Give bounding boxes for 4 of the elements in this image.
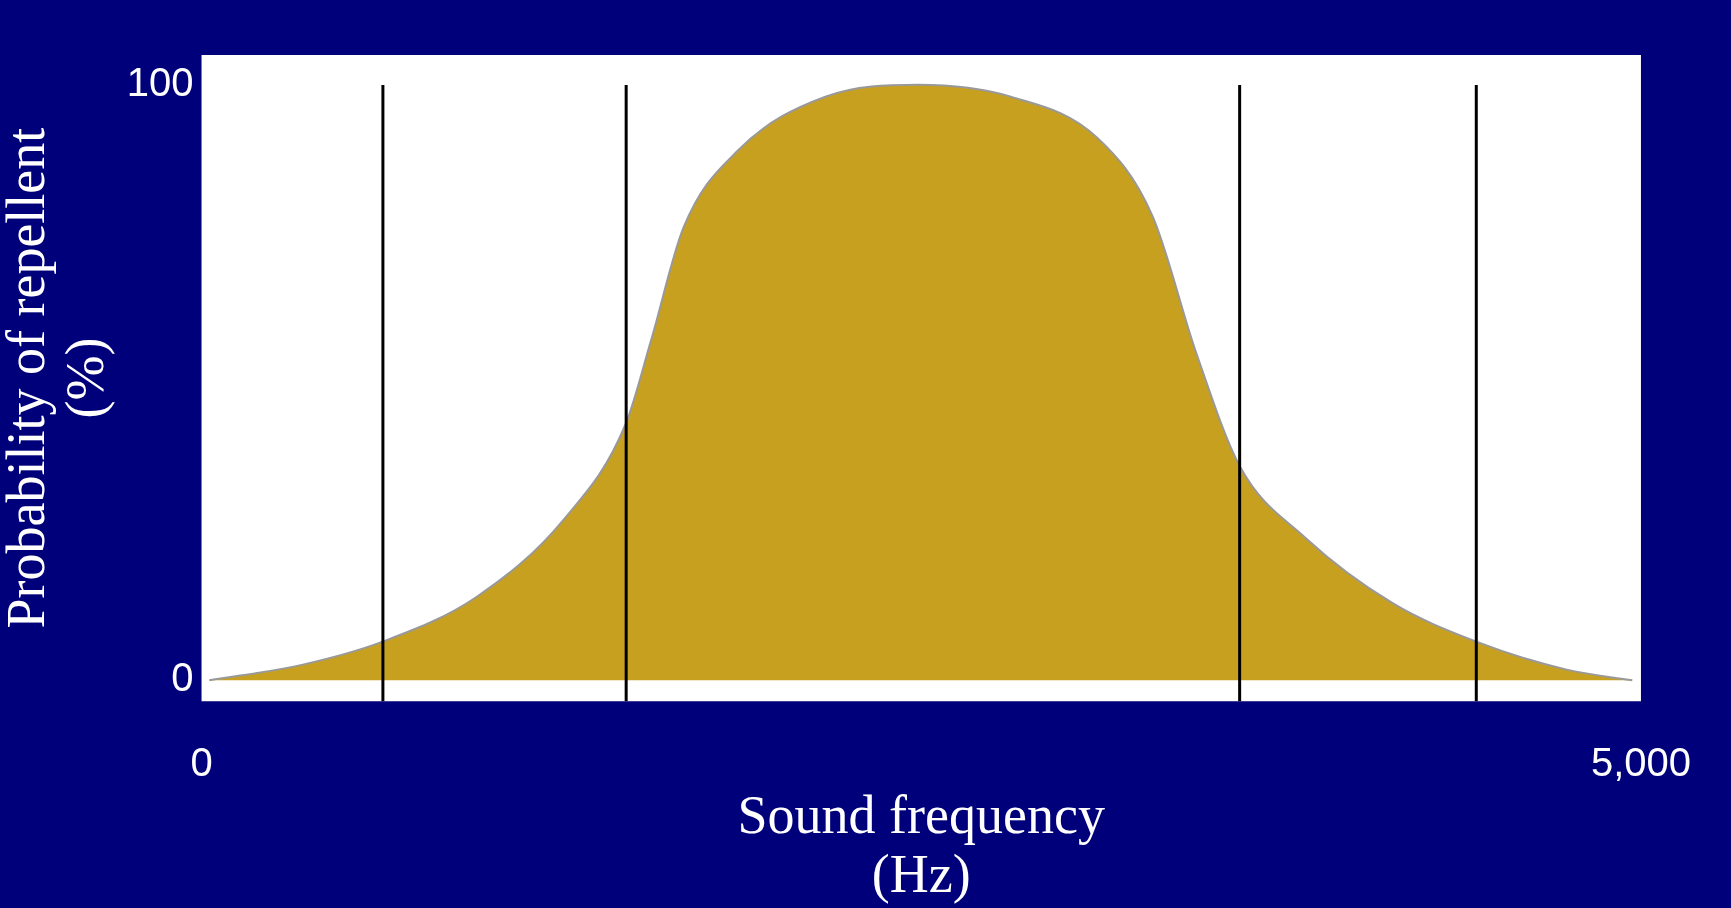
y-axis-title: Probability of repellent (%) — [0, 127, 116, 629]
x-axis-title: Sound frequency (Hz) — [737, 785, 1105, 905]
y-tick-label: 100 — [126, 59, 194, 104]
x-tick-label: 5,000 — [1590, 740, 1692, 785]
